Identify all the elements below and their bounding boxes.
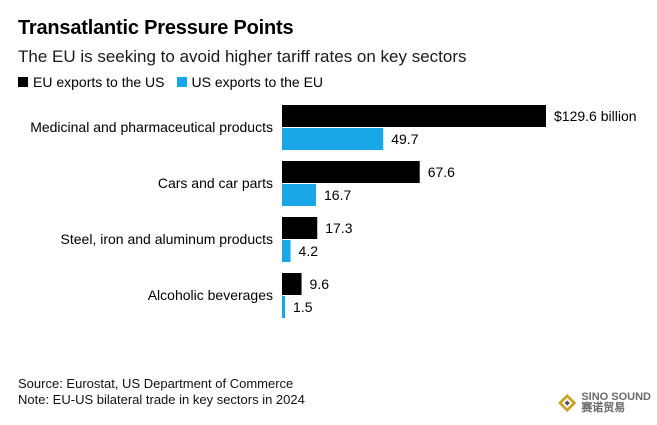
legend-label-us: US exports to the EU <box>191 74 324 90</box>
legend: EU exports to the US US exports to the E… <box>18 74 335 90</box>
data-label: 49.7 <box>391 131 418 147</box>
bar-us-exports <box>282 128 384 150</box>
legend-item-eu: EU exports to the US <box>18 74 165 90</box>
bar-eu-exports <box>282 161 420 183</box>
chart-title: Transatlantic Pressure Points <box>18 17 294 39</box>
bar-us-exports <box>282 184 317 206</box>
data-label: 4.2 <box>299 243 319 259</box>
source-notes: Source: Eurostat, US Department of Comme… <box>18 376 305 408</box>
category-label: Alcoholic beverages <box>148 287 273 303</box>
watermark-logo: SINO SOUND 赛诺贸易 <box>557 388 651 418</box>
bar-us-exports <box>282 296 286 318</box>
note-text: Note: EU-US bilateral trade in key secto… <box>18 392 305 407</box>
category-label: Cars and car parts <box>158 175 273 191</box>
bar-eu-exports <box>282 273 302 295</box>
source-text: Source: Eurostat, US Department of Comme… <box>18 376 294 391</box>
watermark-text: SINO SOUND 赛诺贸易 <box>577 392 651 414</box>
bar-us-exports <box>282 240 291 262</box>
data-label: 16.7 <box>324 187 351 203</box>
data-label: 67.6 <box>428 164 455 180</box>
bar-eu-exports <box>282 217 318 239</box>
watermark-line1: SINO SOUND <box>581 391 651 403</box>
data-label: 9.6 <box>310 276 330 292</box>
watermark-line2: 赛诺贸易 <box>581 402 626 414</box>
data-label: 17.3 <box>325 220 352 236</box>
legend-label-eu: EU exports to the US <box>33 74 165 90</box>
legend-swatch-us <box>176 77 187 87</box>
category-label: Steel, iron and aluminum products <box>61 231 273 247</box>
category-label: Medicinal and pharmaceutical products <box>30 119 273 135</box>
data-label: $129.6 billion <box>554 108 637 124</box>
bar-eu-exports <box>282 105 546 127</box>
legend-item-us: US exports to the EU <box>176 74 324 90</box>
diamond-logo-icon <box>558 393 577 413</box>
legend-swatch-eu <box>18 77 28 87</box>
data-label: 1.5 <box>293 299 313 315</box>
chart-subtitle: The EU is seeking to avoid higher tariff… <box>18 47 467 66</box>
